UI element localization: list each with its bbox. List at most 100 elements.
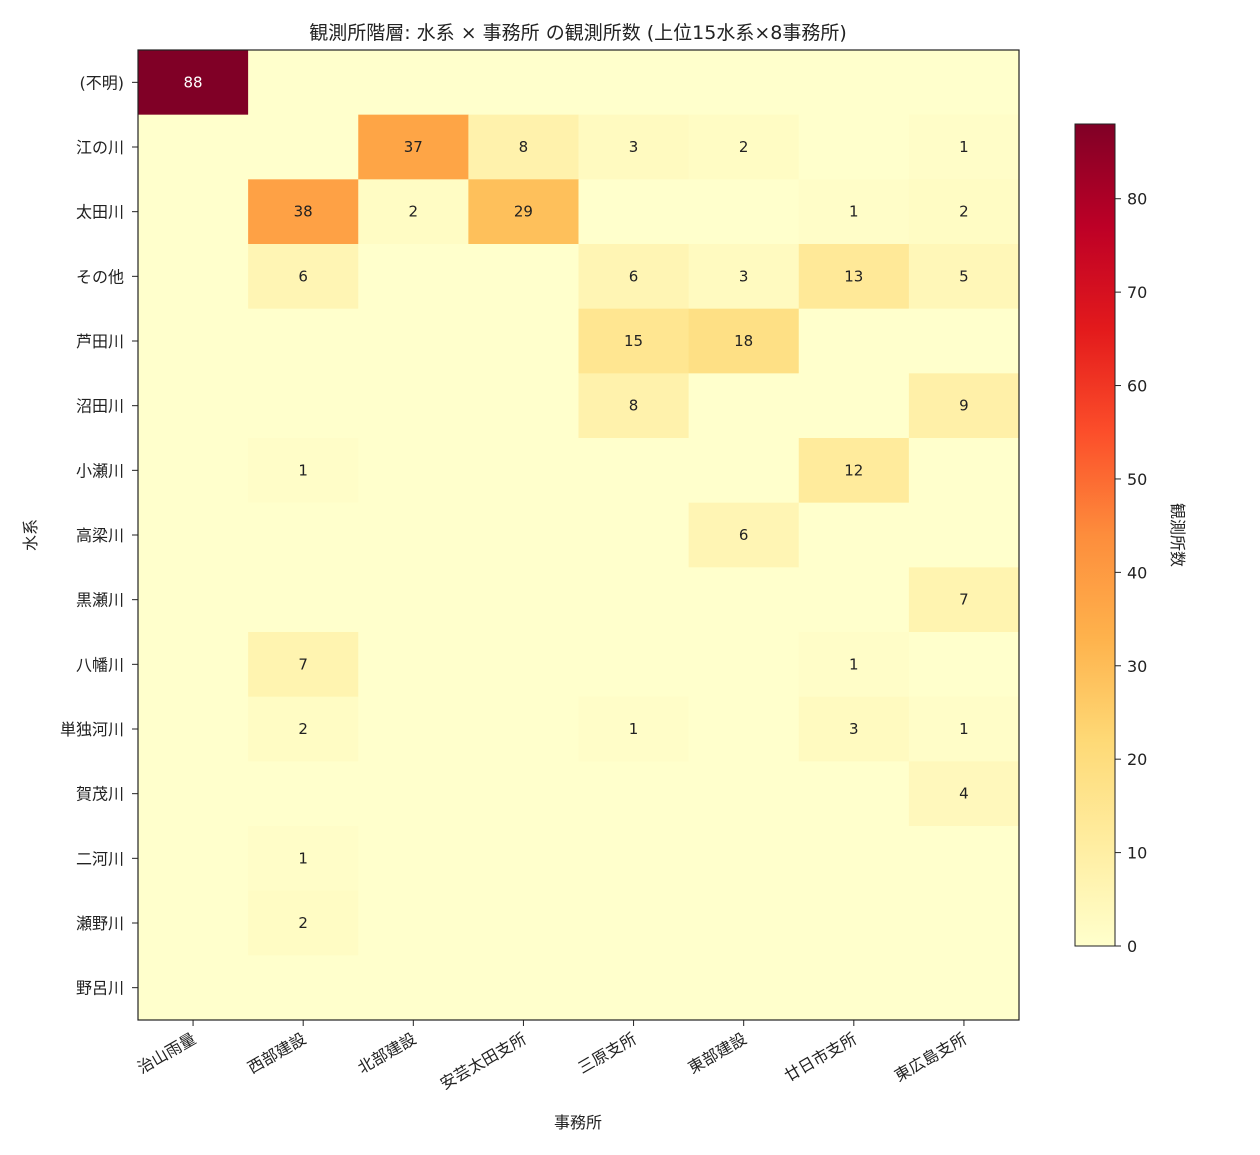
heatmap-cell — [688, 696, 800, 762]
y-tick-label: (不明) — [80, 73, 125, 92]
heatmap-cell — [908, 955, 1020, 1021]
heatmap-cell — [578, 50, 690, 116]
cell-value-label: 2 — [298, 720, 308, 738]
heatmap-cell — [468, 244, 579, 310]
heatmap-cell — [908, 114, 1020, 180]
heatmap-cell — [798, 373, 910, 439]
heatmap-cell — [468, 890, 579, 956]
colorbar-tick-label: 20 — [1127, 750, 1147, 769]
x-tick-label: 東部建設 — [685, 1029, 750, 1077]
heatmap-cell — [248, 373, 359, 439]
heatmap-cell — [578, 632, 690, 698]
colorbar-tick-label: 40 — [1127, 563, 1147, 582]
heatmap-cell — [798, 826, 910, 892]
colorbar-tick-label: 50 — [1127, 470, 1147, 489]
heatmap-cell — [138, 114, 249, 180]
heatmap-cell — [468, 114, 579, 180]
heatmap-cell — [798, 567, 910, 633]
heatmap-cell — [138, 308, 249, 374]
cell-value-label: 29 — [514, 203, 533, 221]
y-tick-label: 八幡川 — [76, 655, 124, 674]
heatmap-cell — [248, 438, 359, 504]
heatmap-cell — [688, 179, 800, 245]
heatmap-cell — [688, 890, 800, 956]
y-tick-label: 野呂川 — [76, 979, 124, 998]
heatmap-cell — [578, 761, 690, 827]
heatmap-cell — [248, 826, 359, 892]
heatmap-cell — [248, 632, 359, 698]
heatmap-cell — [798, 438, 910, 504]
cell-value-label: 13 — [844, 267, 863, 285]
y-tick-label: 二河川 — [76, 849, 124, 868]
heatmap-cell — [358, 179, 469, 245]
heatmap-cell — [468, 50, 579, 116]
cell-value-label: 1 — [849, 203, 859, 221]
heatmap-cell — [138, 502, 249, 568]
cell-value-label: 7 — [298, 655, 308, 673]
y-tick-label: 黒瀬川 — [76, 591, 124, 610]
x-tick-label: 廿日市支所 — [781, 1029, 860, 1085]
heatmap-cell — [358, 438, 469, 504]
heatmap-cell — [138, 696, 249, 762]
y-tick-label: 小瀬川 — [76, 461, 124, 480]
heatmap-cell — [358, 114, 469, 180]
y-axis-label: 水系 — [21, 519, 40, 551]
heatmap-cell — [798, 114, 910, 180]
heatmap-cell — [138, 761, 249, 827]
heatmap-cell — [578, 567, 690, 633]
heatmap-cell — [688, 438, 800, 504]
heatmap-cell — [358, 632, 469, 698]
heatmap-cell — [138, 50, 249, 116]
colorbar-tick-label: 80 — [1127, 190, 1147, 209]
heatmap-cell — [688, 308, 800, 374]
heatmap-cell — [358, 567, 469, 633]
colorbar — [1074, 123, 1116, 947]
heatmap-cell — [358, 502, 469, 568]
heatmap-cell — [468, 826, 579, 892]
cell-value-label: 88 — [184, 73, 203, 91]
heatmap-cell — [798, 244, 910, 310]
heatmap-cell — [908, 438, 1020, 504]
heatmap-cell — [138, 826, 249, 892]
heatmap-cell — [908, 373, 1020, 439]
heatmap-cell — [798, 50, 910, 116]
cell-value-label: 1 — [298, 461, 308, 479]
heatmap-cell — [688, 114, 800, 180]
y-tick-label: 瀬野川 — [76, 914, 124, 933]
y-tick-label: 沼田川 — [76, 397, 124, 416]
heatmap-cell — [578, 244, 690, 310]
colorbar-tick-label: 30 — [1127, 657, 1147, 676]
x-tick-label: 安芸太田支所 — [437, 1029, 530, 1093]
heatmap-cell — [688, 373, 800, 439]
y-tick-label: 太田川 — [76, 203, 124, 222]
cell-value-label: 6 — [739, 526, 749, 544]
heatmap-cell — [908, 502, 1020, 568]
heatmap-cell — [468, 696, 579, 762]
heatmap-cell — [578, 826, 690, 892]
cell-value-label: 9 — [959, 397, 969, 415]
cell-value-label: 18 — [734, 332, 753, 350]
y-tick-label: 江の川 — [76, 138, 124, 157]
x-axis-label: 事務所 — [554, 1113, 602, 1132]
heatmap-cell — [248, 567, 359, 633]
heatmap-cell — [358, 761, 469, 827]
cell-value-label: 2 — [409, 203, 419, 221]
cell-value-label: 3 — [739, 267, 749, 285]
heatmap-cell — [908, 244, 1020, 310]
heatmap-cell — [578, 696, 690, 762]
heatmap-cell — [468, 308, 579, 374]
heatmap-cell — [798, 502, 910, 568]
heatmap-cell — [578, 955, 690, 1021]
heatmap-cell — [358, 244, 469, 310]
y-axis-ticks: (不明) 江の川太田川その他芦田川沼田川小瀬川高梁川黒瀬川八幡川単独河川賀茂川二河… — [60, 73, 138, 998]
colorbar-tick-label: 0 — [1127, 937, 1137, 956]
heatmap-cell — [908, 826, 1020, 892]
heatmap-cell — [138, 955, 249, 1021]
cell-value-label: 1 — [298, 849, 308, 867]
colorbar-tick-label: 10 — [1127, 844, 1147, 863]
heatmap-cell — [798, 761, 910, 827]
y-tick-label: その他 — [76, 267, 124, 286]
heatmap-cell — [358, 826, 469, 892]
heatmap-cell — [908, 50, 1020, 116]
heatmap-cell — [248, 761, 359, 827]
